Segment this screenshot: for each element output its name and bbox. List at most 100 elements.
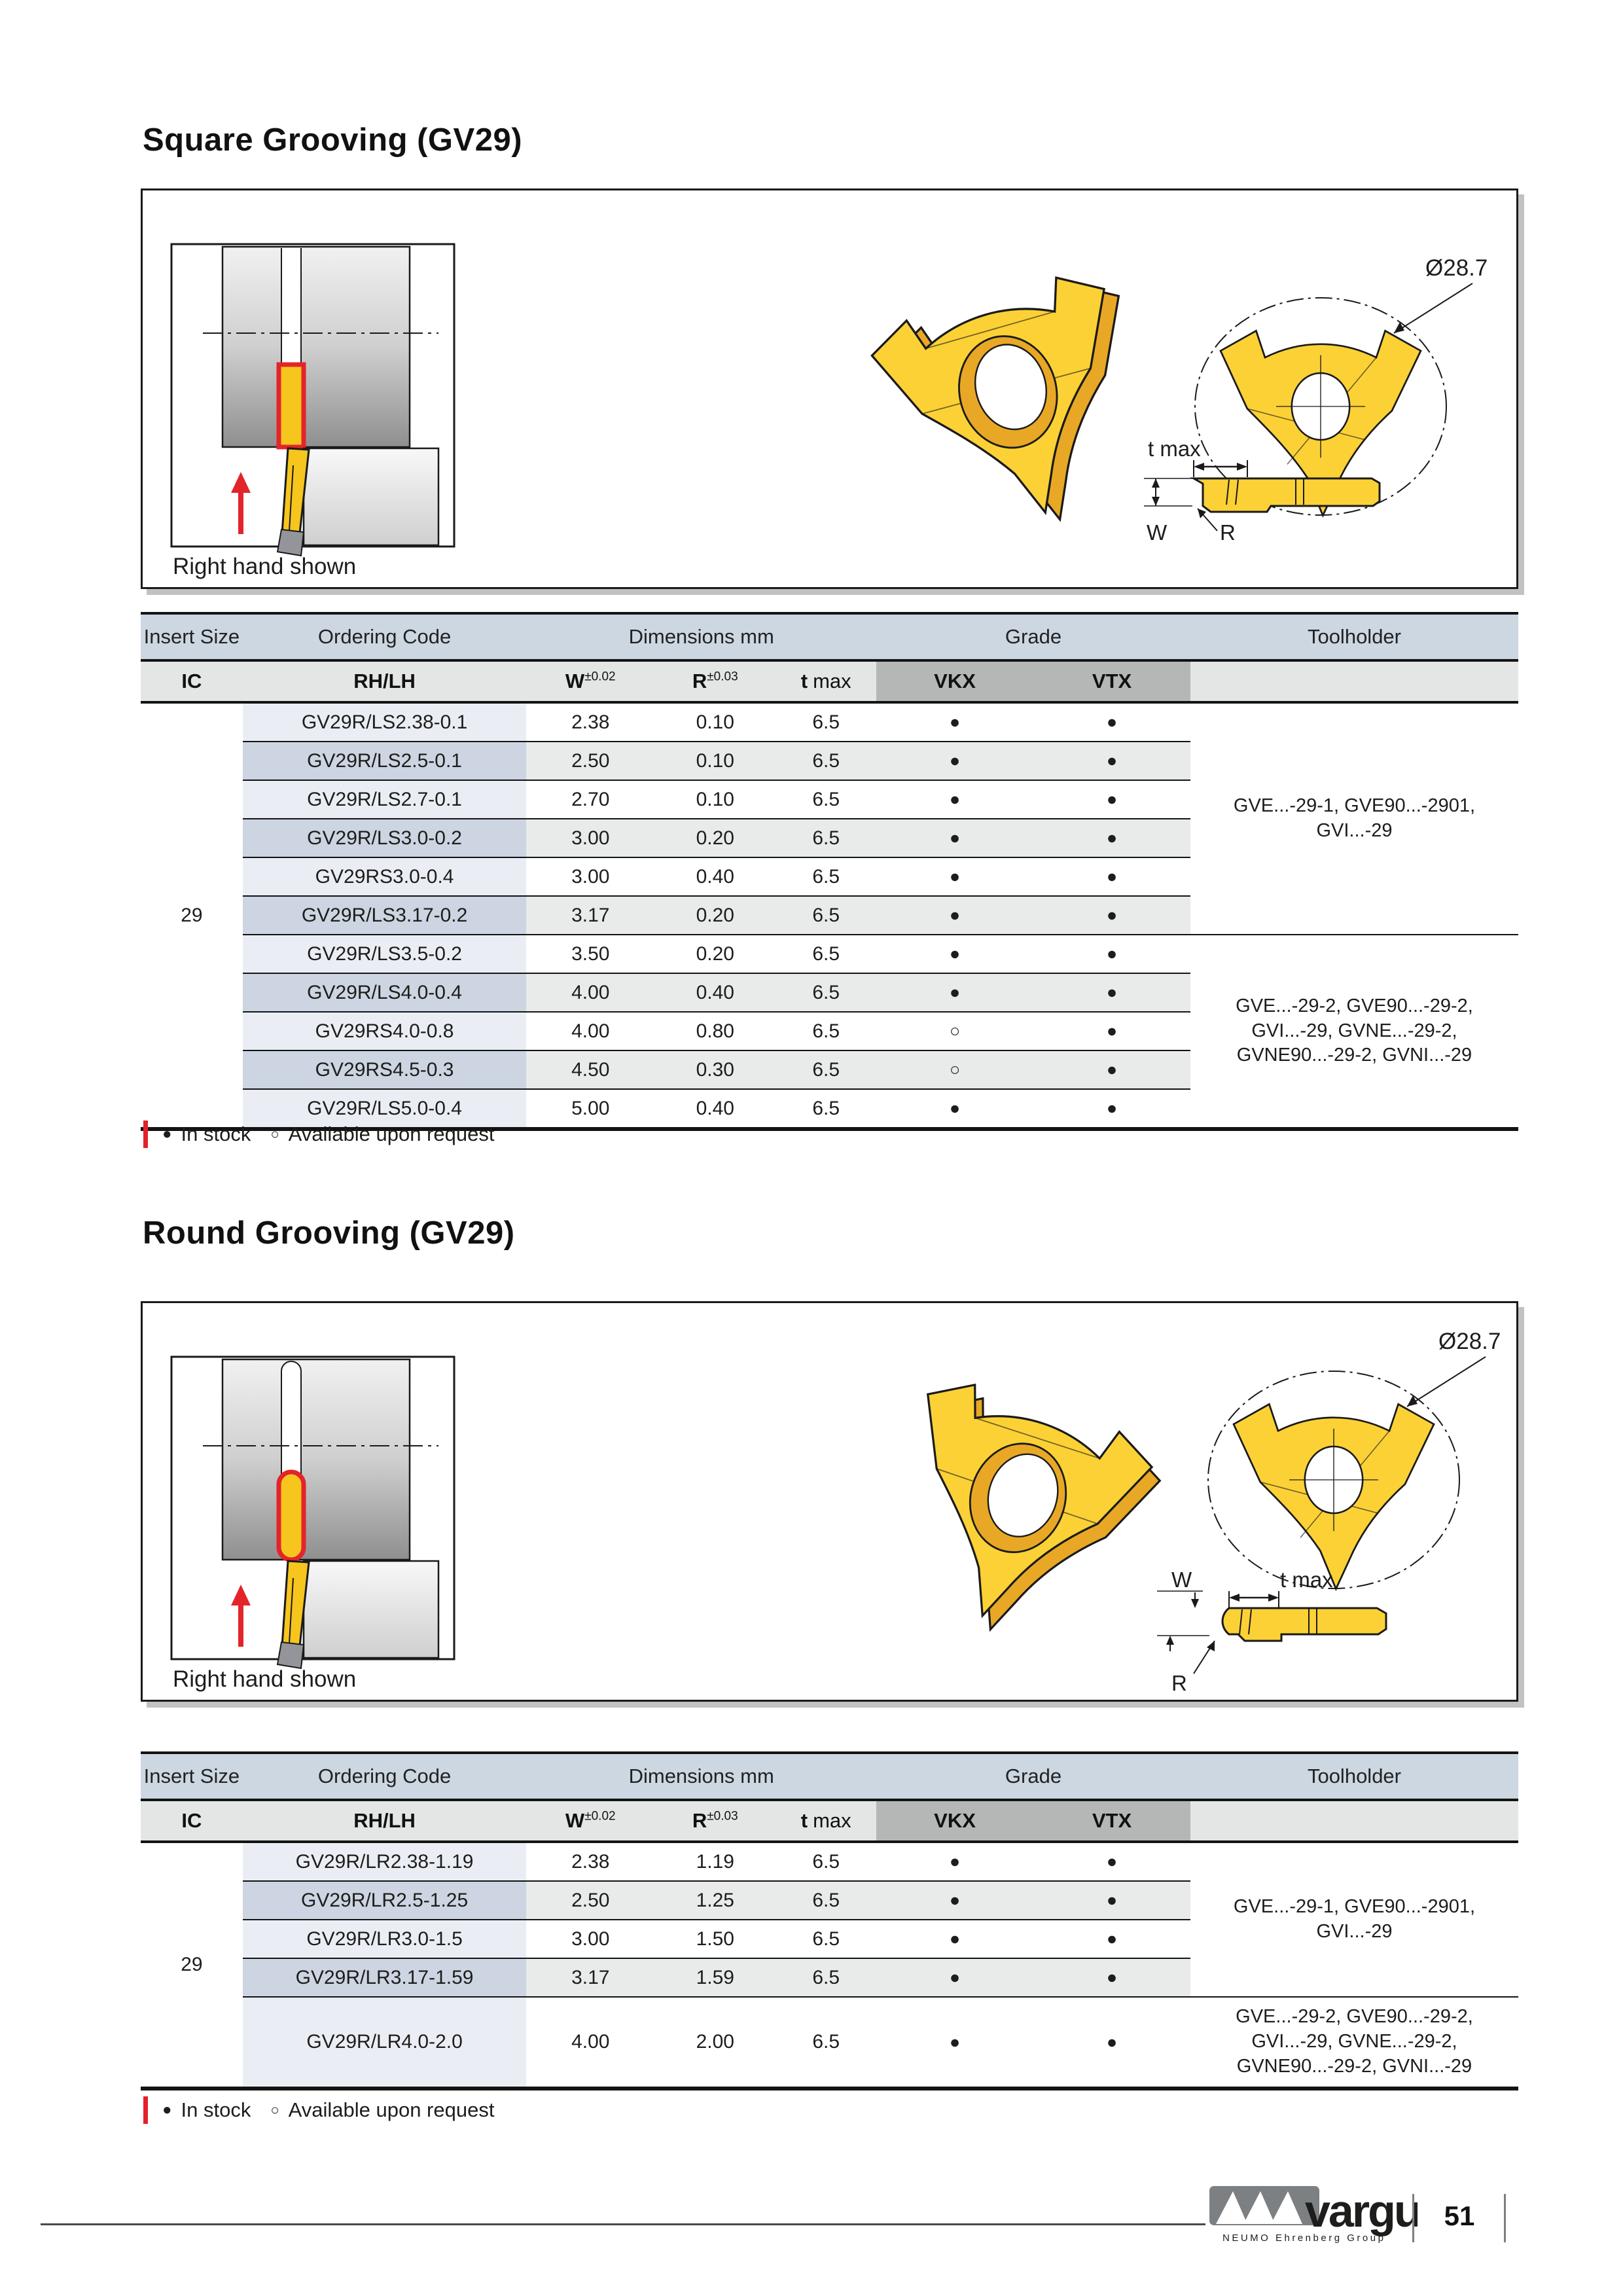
table-row: GV29R/LR3.17-1.59 3.17 1.59 6.5 ● ● [141,1958,1518,1997]
col-toolholder: Toolholder [1190,613,1518,662]
col-toolholder: Toolholder [1190,1753,1518,1801]
col-grade: Grade [876,613,1190,662]
insert-front-view: Ø28.7 [1194,255,1488,518]
col-rhlh: RH/LH [242,1800,527,1843]
w-label: W [1147,520,1168,545]
right-hand-shown-label: Right hand shown [173,1666,356,1692]
square-grooving-diagram: Right hand shown [141,188,1518,589]
footer-divider-line [41,2223,1205,2225]
insert-tip-highlight [276,362,306,450]
table-row: GV29R/LR3.0-1.5 3.00 1.50 6.5 ● ● [141,1919,1518,1958]
filled-dot-icon: ● [162,2101,172,2119]
page-number: 51 [1444,2200,1475,2231]
section-title-round-grooving: Round Grooving (GV29) [143,1215,515,1251]
insert-profile-dimensions: W t max R [1157,1568,1387,1695]
col-toolholder-blank [1190,1800,1518,1843]
insert-front-view: Ø28.7 [1207,1329,1501,1591]
toolholder-group: GVE...-29-2, GVE90...-29-2, GVI...-29, G… [1190,1996,1518,2089]
insert-3d-view [870,276,1120,522]
table-row: GV29R/LR4.0-2.0 4.00 2.00 6.5 ● ● GVE...-29… [141,1996,1518,2089]
application-drawing: Right hand shown [170,1355,455,1692]
col-dimensions: Dimensions mm [526,1753,877,1801]
neumo-group-label: NEUMO Ehrenberg Group [1222,2233,1385,2244]
table-header-sub: IC RH/LH W±0.02 R±0.03 t max VKX VTX [141,1800,1518,1843]
col-insert-size: Insert Size [141,1753,243,1801]
table-row: GV29R/LS3.5-0.2 3.50 0.20 6.5 ● ● GVE...-29… [141,934,1518,1129]
right-hand-shown-label: Right hand shown [173,554,356,579]
legend-red-bar [143,1121,148,1148]
col-vtx: VTX [1033,1800,1190,1843]
w-label: W [1171,1568,1192,1592]
table-row: GV29R/LR2.5-1.25 2.50 1.25 6.5 ● ● [141,1880,1518,1920]
stock-legend: ● In stock ○ Available upon request [143,1121,494,1148]
col-ic: IC [141,660,243,704]
vargus-logo: vargus NEUMO Ehrenberg Group [1209,2185,1418,2244]
open-dot-icon: ○ [270,1126,279,1142]
open-dot-icon: ○ [270,2102,279,2118]
col-ordering-code: Ordering Code [242,1753,527,1801]
application-drawing: Right hand shown [170,243,455,579]
col-w: W±0.02 [526,1800,655,1843]
insert-tip-highlight [276,1469,306,1562]
legend-red-bar [143,2096,148,2124]
col-w: W±0.02 [526,660,655,704]
col-ordering-code: Ordering Code [242,613,527,662]
col-vtx: VTX [1033,660,1190,704]
upon-request-label: Available upon request [288,2098,495,2121]
ic-value: 29 [141,702,243,1129]
r-label: R [1220,520,1236,545]
table-row: GV29R/LS3.0-0.2 3.00 0.20 6.5 ● ● [141,818,1518,857]
table-row: GV29R/LS4.0-0.4 4.00 0.40 6.5 ● ● [141,973,1518,1012]
toolholder-group: GVE...-29-1, GVE90...-2901, GVI...-29 [1190,702,1518,935]
table-row: 29 GV29R/LS2.38-0.1 2.38 0.10 6.5 ● ● GVE..… [141,702,1518,1129]
col-grade: Grade [876,1753,1190,1801]
round-grooving-diagram: Right hand shown [141,1301,1518,1702]
tmax-label: t max [1148,437,1201,461]
insert-3d-view [926,1383,1162,1632]
col-toolholder-blank [1190,660,1518,704]
col-r: R±0.03 [654,660,776,704]
table-header-sub: IC RH/LH W±0.02 R±0.03 t max VKX VTX [141,660,1518,704]
col-insert-size: Insert Size [141,613,243,662]
col-vkx: VKX [876,1800,1033,1843]
round-grooving-table: Insert Size Ordering Code Dimensions mm … [141,1751,1518,2090]
diameter-label: Ø28.7 [1425,255,1488,281]
col-tmax: t max [776,660,877,704]
table-row: GV29RS4.5-0.3 4.50 0.30 6.5 ○ ● [141,1050,1518,1089]
col-tmax: t max [776,1800,877,1843]
table-row: GV29R/LS3.17-0.2 3.17 0.20 6.5 ● ● [141,895,1518,935]
tmax-label: t max [1280,1568,1333,1592]
section-title-square-grooving: Square Grooving (GV29) [143,122,523,158]
table-row: GV29R/LS2.5-0.1 2.50 0.10 6.5 ● ● [141,741,1518,780]
footer-separator [1504,2194,1506,2242]
upon-request-label: Available upon request [288,1122,495,1145]
col-rhlh: RH/LH [242,660,527,704]
insert-profile-dimensions: t max W R [1144,437,1381,545]
table-row: 29 GV29R/LR2.38-1.19 2.38 1.19 6.5 ● ● GVE.… [141,1842,1518,2089]
toolholder-group: GVE...-29-2, GVE90...-29-2, GVI...-29, G… [1190,934,1518,1129]
footer-separator [1412,2194,1414,2242]
table-row: GV29RS4.0-0.8 4.00 0.80 6.5 ○ ● [141,1011,1518,1050]
col-dimensions: Dimensions mm [526,613,877,662]
col-r: R±0.03 [654,1800,776,1843]
square-grooving-table: Insert Size Ordering Code Dimensions mm … [141,612,1518,1131]
square-grooving-illustration: Right hand shown [170,243,1488,579]
filled-dot-icon: ● [162,1125,172,1143]
table-header-groups: Insert Size Ordering Code Dimensions mm … [141,613,1518,662]
table-row: GV29R/LS2.7-0.1 2.70 0.10 6.5 ● ● [141,780,1518,819]
r-label: R [1171,1671,1187,1695]
table-header-groups: Insert Size Ordering Code Dimensions mm … [141,1753,1518,1801]
diameter-label: Ø28.7 [1438,1329,1501,1354]
toolholder-group: GVE...-29-1, GVE90...-2901, GVI...-29 [1190,1842,1518,1997]
col-ic: IC [141,1800,243,1843]
in-stock-label: In stock [181,1122,251,1145]
col-vkx: VKX [876,660,1033,704]
in-stock-label: In stock [181,2098,251,2121]
table-row: GV29RS3.0-0.4 3.00 0.40 6.5 ● ● [141,857,1518,896]
table-row: GV29R/LS5.0-0.4 5.00 0.40 6.5 ● ● [141,1088,1518,1129]
ic-value: 29 [141,1842,243,2089]
stock-legend: ● In stock ○ Available upon request [143,2096,494,2124]
round-grooving-illustration: Right hand shown [170,1329,1501,1695]
vargus-wordmark: vargus [1305,2185,1418,2236]
